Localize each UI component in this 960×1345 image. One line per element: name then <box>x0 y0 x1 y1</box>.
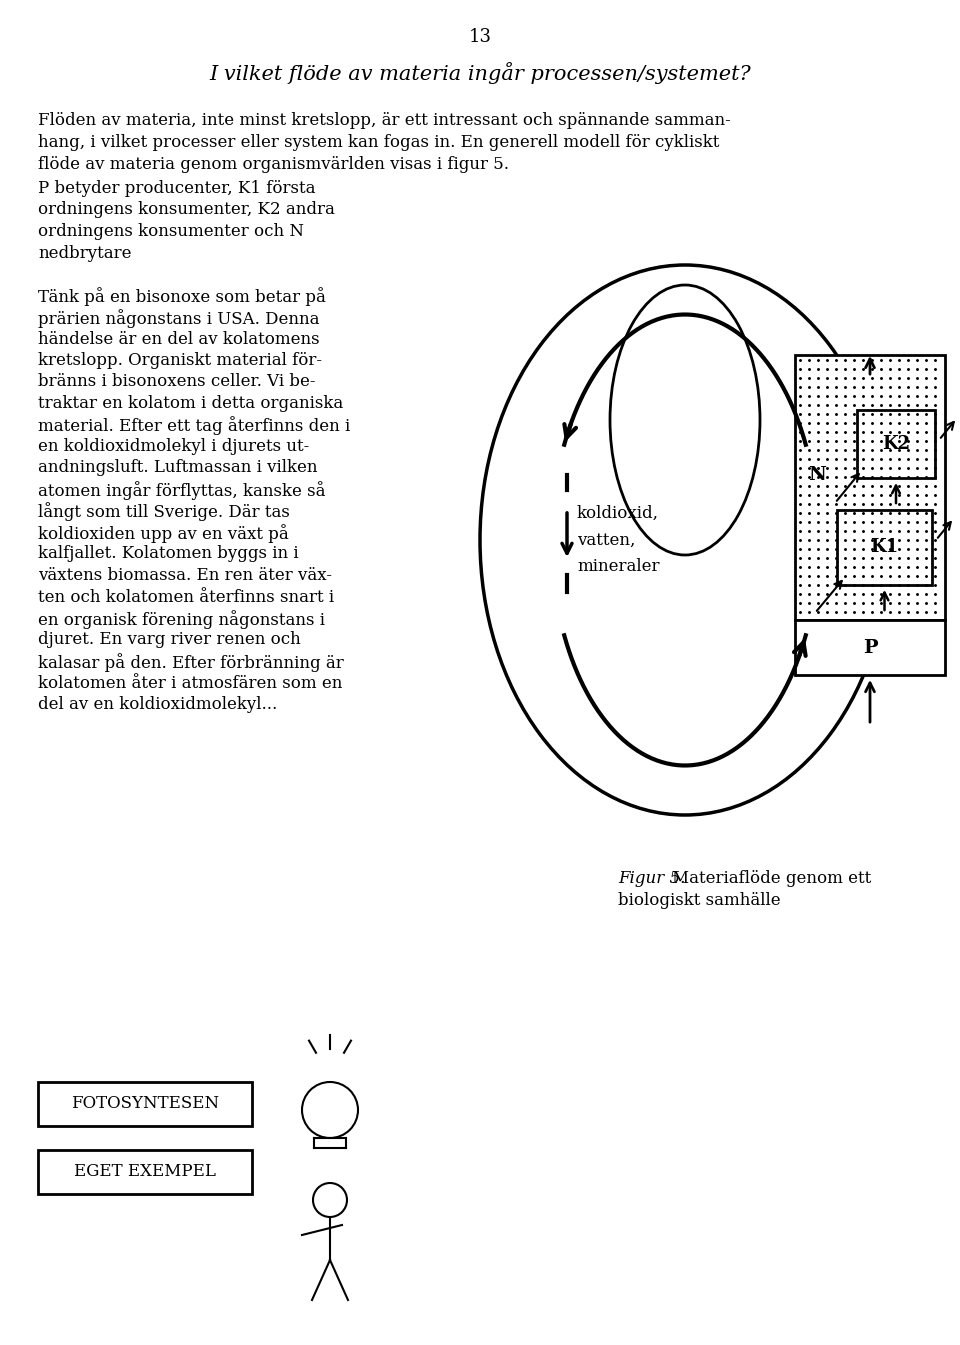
Text: kolatomen åter i atmosfären som en: kolatomen åter i atmosfären som en <box>38 674 343 691</box>
Text: en koldioxidmolekyl i djurets ut-: en koldioxidmolekyl i djurets ut- <box>38 438 309 455</box>
Text: ten och kolatomen återfinns snart i: ten och kolatomen återfinns snart i <box>38 589 334 605</box>
Text: ordningens konsumenter, K2 andra: ordningens konsumenter, K2 andra <box>38 202 335 218</box>
Text: atomen ingår förflyttas, kanske så: atomen ingår förflyttas, kanske så <box>38 482 325 500</box>
Text: K2: K2 <box>882 434 910 453</box>
Text: flöde av materia genom organismvärlden visas i figur 5.: flöde av materia genom organismvärlden v… <box>38 156 509 174</box>
Text: P betyder producenter, K1 första: P betyder producenter, K1 första <box>38 180 316 196</box>
Text: vatten,: vatten, <box>577 533 636 549</box>
Text: växtens biomassa. En ren äter väx-: växtens biomassa. En ren äter väx- <box>38 568 332 584</box>
Text: kalfjallet. Kolatomen byggs in i: kalfjallet. Kolatomen byggs in i <box>38 546 299 562</box>
Text: EGET EXEMPEL: EGET EXEMPEL <box>74 1163 216 1181</box>
Text: prärien någonstans i USA. Denna: prärien någonstans i USA. Denna <box>38 309 320 328</box>
Bar <box>795 620 945 675</box>
Text: djuret. En varg river renen och: djuret. En varg river renen och <box>38 632 300 648</box>
Text: Tänk på en bisonoxe som betar på: Tänk på en bisonoxe som betar på <box>38 288 325 307</box>
Text: bränns i bisonoxens celler. Vi be-: bränns i bisonoxens celler. Vi be- <box>38 374 316 390</box>
Text: kretslopp. Organiskt material för-: kretslopp. Organiskt material för- <box>38 352 322 369</box>
Bar <box>38 1081 252 1126</box>
Bar <box>857 410 935 477</box>
Text: material. Efter ett tag återfinns den i: material. Efter ett tag återfinns den i <box>38 417 350 436</box>
Text: händelse är en del av kolatomens: händelse är en del av kolatomens <box>38 331 320 347</box>
Text: ordningens konsumenter och N: ordningens konsumenter och N <box>38 223 304 239</box>
Text: Figur 5.: Figur 5. <box>618 870 685 886</box>
Text: P: P <box>863 639 877 656</box>
Text: I vilket flöde av materia ingår processen/systemet?: I vilket flöde av materia ingår processe… <box>209 62 751 83</box>
Bar <box>38 1150 252 1194</box>
Text: andningsluft. Luftmassan i vilken: andningsluft. Luftmassan i vilken <box>38 460 318 476</box>
Text: K1: K1 <box>871 538 899 557</box>
Text: nedbrytare: nedbrytare <box>38 245 132 261</box>
Text: Materiaflöde genom ett: Materiaflöde genom ett <box>672 870 872 886</box>
Text: långt som till Sverige. Där tas: långt som till Sverige. Där tas <box>38 503 290 522</box>
Text: en organisk förening någonstans i: en organisk förening någonstans i <box>38 611 325 629</box>
Text: FOTOSYNTESEN: FOTOSYNTESEN <box>71 1095 219 1112</box>
Bar <box>837 510 932 585</box>
Text: koldioxiden upp av en växt på: koldioxiden upp av en växt på <box>38 525 289 543</box>
Text: mineraler: mineraler <box>577 558 660 576</box>
Text: traktar en kolatom i detta organiska: traktar en kolatom i detta organiska <box>38 395 344 412</box>
Text: hang, i vilket processer eller system kan fogas in. En generell modell för cykli: hang, i vilket processer eller system ka… <box>38 134 719 151</box>
Bar <box>795 355 945 620</box>
Text: N: N <box>808 465 826 484</box>
Text: del av en koldioxidmolekyl...: del av en koldioxidmolekyl... <box>38 695 277 713</box>
Text: 13: 13 <box>468 28 492 46</box>
Text: koldioxid,: koldioxid, <box>577 504 659 522</box>
Text: kalasar på den. Efter förbränning är: kalasar på den. Efter förbränning är <box>38 654 344 672</box>
Text: Flöden av materia, inte minst kretslopp, är ett intressant och spännande samman-: Flöden av materia, inte minst kretslopp,… <box>38 112 731 129</box>
Text: biologiskt samhälle: biologiskt samhälle <box>618 892 780 909</box>
